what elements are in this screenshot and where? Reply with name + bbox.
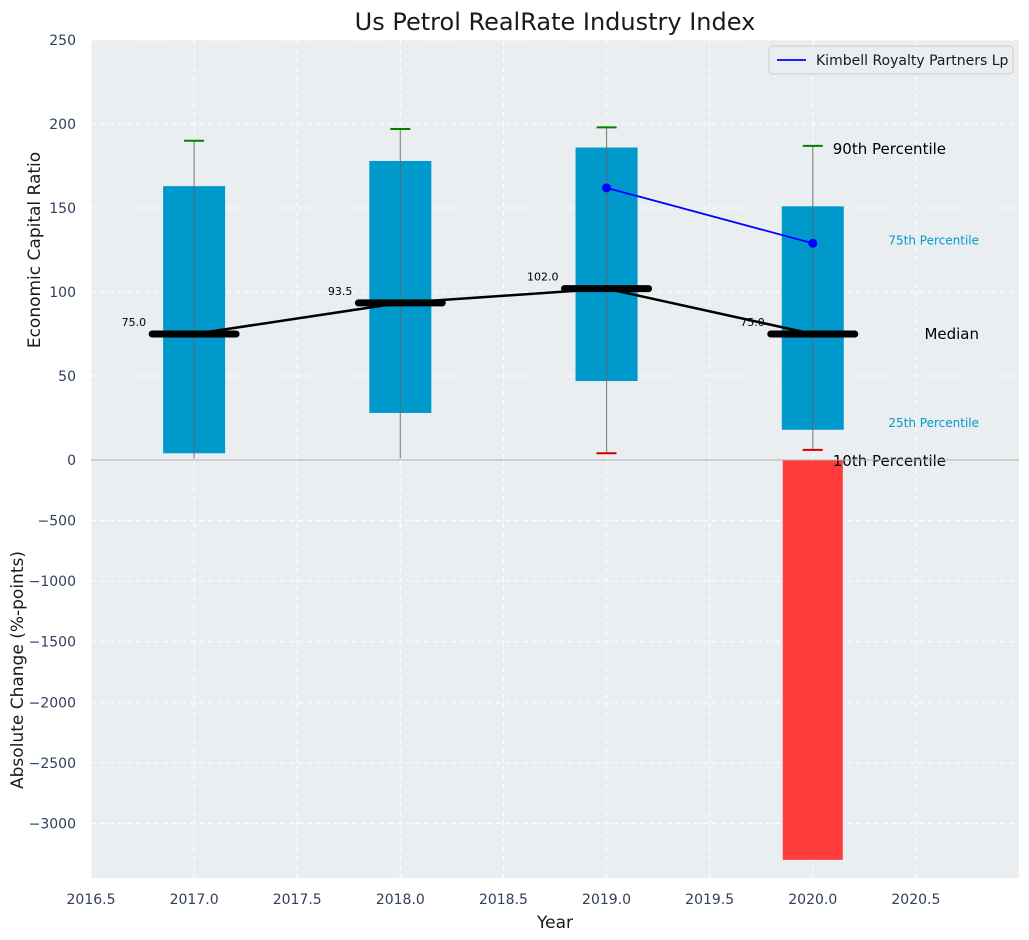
y-tick-label: −1000 [29, 574, 76, 590]
median-value-label: 102.0 [527, 271, 559, 284]
top-plot-area [91, 40, 1019, 460]
y-tick-label: 0 [67, 453, 76, 469]
legend-label: Kimbell Royalty Partners Lp [816, 53, 1009, 69]
y-tick-label: −2500 [29, 756, 76, 772]
series-point [808, 238, 818, 248]
y-tick-label: 100 [49, 285, 76, 301]
band-label-median: Median [924, 325, 979, 343]
x-axis-label: Year [536, 913, 573, 933]
y-tick-label: 150 [49, 201, 76, 217]
y-axis-label-top: Economic Capital Ratio [25, 152, 45, 348]
y-tick-label: 50 [58, 369, 76, 385]
chart-title: Us Petrol RealRate Industry Index [355, 8, 756, 36]
change-bar [782, 460, 843, 860]
band-label-p10: 10th Percentile [833, 452, 946, 470]
band-label-p75: 75th Percentile [888, 233, 979, 247]
y-tick-label: 200 [49, 117, 76, 133]
y-tick-label: −3000 [29, 816, 76, 832]
x-tick-label: 2019.0 [582, 892, 631, 908]
y-axis-label-bottom: Absolute Change (%-points) [8, 551, 28, 789]
y-tick-label: −500 [38, 514, 76, 530]
x-tick-label: 2017.5 [273, 892, 322, 908]
x-tick-label: 2017.0 [170, 892, 219, 908]
y-tick-label: −2000 [29, 695, 76, 711]
series-line [606, 186, 814, 245]
x-tick-label: 2018.0 [376, 892, 425, 908]
legend-box [768, 45, 1014, 75]
median-value-label: 93.5 [328, 285, 353, 298]
median-trend-line [193, 287, 814, 336]
x-tick-label: 2018.5 [479, 892, 528, 908]
median-value-label: 75.0 [122, 316, 147, 329]
median-value-label: 75.0 [740, 316, 765, 329]
band-label-p90: 90th Percentile [833, 140, 946, 158]
band-label-p25: 25th Percentile [888, 416, 979, 430]
x-tick-label: 2019.5 [685, 892, 734, 908]
x-tick-label: 2020.5 [891, 892, 940, 908]
y-tick-label: −1500 [29, 635, 76, 651]
series-point [602, 183, 612, 193]
x-tick-label: 2020.0 [788, 892, 837, 908]
bottom-plot-area [91, 460, 1019, 878]
y-tick-label: 250 [49, 33, 76, 49]
x-tick-label: 2016.5 [67, 892, 116, 908]
